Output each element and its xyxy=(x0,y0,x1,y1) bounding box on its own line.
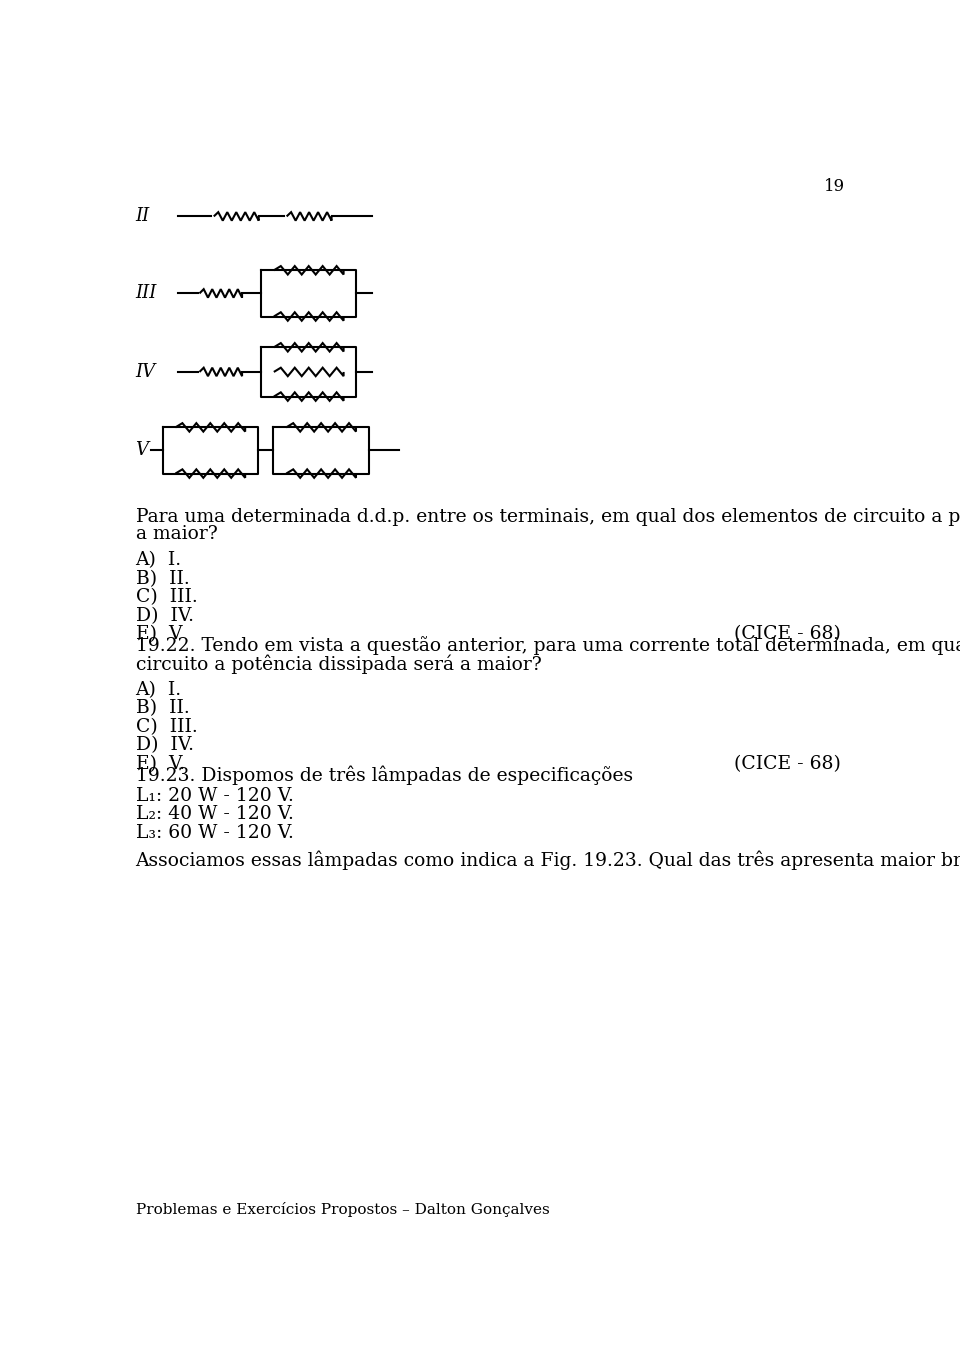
Text: 19.22. Tendo em vista a questão anterior, para uma corrente total determinada, e: 19.22. Tendo em vista a questão anterior… xyxy=(135,636,960,655)
Text: B)  II.: B) II. xyxy=(135,699,189,718)
Text: L₃: 60 W - 120 V.: L₃: 60 W - 120 V. xyxy=(135,824,294,842)
Text: A)  I.: A) I. xyxy=(135,681,181,699)
Text: III: III xyxy=(135,284,156,302)
Text: 19.23. Dispomos de três lâmpadas de especificações: 19.23. Dispomos de três lâmpadas de espe… xyxy=(135,766,633,785)
Text: L₂: 40 W - 120 V.: L₂: 40 W - 120 V. xyxy=(135,805,294,823)
Text: II: II xyxy=(135,208,150,226)
Text: (CICE - 68): (CICE - 68) xyxy=(733,625,841,644)
Text: Para uma determinada d.d.p. entre os terminais, em qual dos elementos de circuit: Para uma determinada d.d.p. entre os ter… xyxy=(135,507,960,526)
Text: D)  IV.: D) IV. xyxy=(135,737,194,755)
Text: E)  V: E) V xyxy=(135,625,182,644)
Text: V: V xyxy=(135,442,149,459)
Text: Problemas e Exercícios Propostos – Dalton Gonçalves: Problemas e Exercícios Propostos – Dalto… xyxy=(135,1202,549,1217)
Text: (CICE - 68): (CICE - 68) xyxy=(733,755,841,772)
Text: Associamos essas lâmpadas como indica a Fig. 19.23. Qual das três apresenta maio: Associamos essas lâmpadas como indica a … xyxy=(135,850,960,869)
Text: 19: 19 xyxy=(824,178,845,195)
Text: A)  I.: A) I. xyxy=(135,551,181,569)
Text: circuito a potência dissipada será a maior?: circuito a potência dissipada será a mai… xyxy=(135,655,541,674)
Text: L₁: 20 W - 120 V.: L₁: 20 W - 120 V. xyxy=(135,787,294,805)
Text: E)  V.: E) V. xyxy=(135,755,184,772)
Text: D)  IV.: D) IV. xyxy=(135,607,194,625)
Text: a maior?: a maior? xyxy=(135,525,217,543)
Text: C)  III.: C) III. xyxy=(135,718,197,735)
Text: B)  II.: B) II. xyxy=(135,570,189,588)
Text: C)  III.: C) III. xyxy=(135,588,197,607)
Text: IV: IV xyxy=(135,364,156,381)
